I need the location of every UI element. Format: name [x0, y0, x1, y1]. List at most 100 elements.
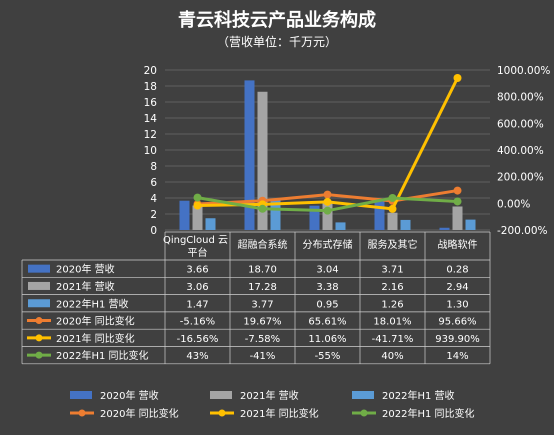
line-point: [453, 74, 462, 83]
table-cell: 40%: [381, 351, 403, 362]
line-point: [453, 197, 462, 206]
table-key-marker: [35, 317, 43, 325]
table-cell: 65.61%: [308, 317, 346, 328]
legend: 2020年 营收 2021年 营收 2022年H1 营收 2020年 同比变化 2021…: [70, 389, 475, 420]
line-point: [258, 204, 267, 213]
table-cell: 18.70: [248, 265, 277, 276]
table-row-label: 2022年H1 同比变化: [56, 349, 149, 362]
legend-marker: [218, 409, 226, 417]
left-tick-label: 14: [144, 113, 158, 125]
bar: [192, 205, 203, 230]
right-tick-label: 200.00%: [497, 172, 544, 184]
left-tick-label: 0: [150, 225, 157, 237]
table-cell: -41.71%: [372, 334, 414, 345]
bar: [452, 206, 463, 230]
legend-label: 2022年H1 营收: [382, 389, 455, 402]
table-cell: 17.28: [248, 282, 277, 293]
legend-marker: [78, 409, 86, 417]
chart-subtitle: （营收单位：千万元）: [217, 34, 337, 49]
table-cell: 0.28: [446, 265, 468, 276]
left-tick-label: 18: [144, 81, 157, 93]
line-point: [323, 197, 332, 206]
table-cell: -55%: [315, 351, 341, 362]
table-cell: 939.90%: [435, 334, 480, 345]
table-cell: 3.66: [186, 265, 208, 276]
table-cell: 1.26: [381, 299, 403, 310]
right-axis: -200.00% 0.00% 200.00% 400.00% 600.00% 800.00…: [497, 65, 550, 237]
right-tick-label: 400.00%: [497, 145, 544, 157]
table-cell: 3.38: [316, 282, 338, 293]
bar: [205, 218, 216, 230]
table-row-label: 2022年H1 营收: [56, 297, 129, 310]
legend-label: 2020年 同比变化: [100, 407, 179, 420]
table-row-label: 2021年 同比变化: [56, 332, 135, 345]
table-cell: -16.56%: [177, 334, 219, 345]
bar: [322, 202, 333, 230]
table-row-label: 2021年 营收: [56, 280, 115, 293]
table-cell: 95.66%: [438, 317, 476, 328]
grid-layer: [165, 69, 490, 231]
line-point: [323, 190, 332, 199]
bar: [309, 205, 320, 230]
table-cell: 3.04: [316, 265, 338, 276]
bar: [270, 199, 281, 230]
bar: [465, 219, 476, 230]
left-tick-label: 12: [144, 129, 157, 141]
line-point: [388, 204, 397, 213]
bars-layer: [179, 80, 476, 231]
left-tick-label: 8: [150, 161, 157, 173]
table-cell: 3.06: [186, 282, 208, 293]
table-cell: -7.58%: [245, 334, 280, 345]
lines-layer: [193, 74, 462, 215]
table-key-swatch: [28, 264, 50, 273]
line-point: [193, 201, 202, 210]
left-tick-label: 2: [150, 209, 157, 221]
table-header-cell: 战略软件: [438, 238, 478, 251]
right-tick-label: 0.00%: [497, 198, 530, 210]
table-key-swatch: [28, 281, 50, 290]
legend-swatch: [352, 391, 374, 399]
legend-swatch: [70, 391, 92, 399]
bar: [179, 200, 190, 230]
line-point: [453, 186, 462, 195]
line-point: [193, 193, 202, 202]
table-cell: 2.16: [381, 282, 403, 293]
table-header-cell: 平台: [188, 246, 208, 259]
table-header-cell: QingCloud 云: [163, 235, 228, 246]
table-cell: 43%: [186, 351, 208, 362]
table-key-marker: [35, 334, 43, 342]
table-cell: 2.94: [446, 282, 468, 293]
table-cell: 3.71: [381, 265, 403, 276]
right-tick-label: 800.00%: [497, 92, 544, 104]
table-cell: 0.95: [316, 299, 338, 310]
legend-label: 2020年 营收: [100, 389, 159, 402]
table-cell: 11.06%: [308, 334, 346, 345]
table-cell: 1.47: [186, 299, 208, 310]
data-table: QingCloud 云平台 超融合系统 分布式存储 服务及其它 战略软件 2020年 营收…: [21, 231, 491, 365]
bar: [387, 212, 398, 230]
table-row-label: 2020年 同比变化: [56, 315, 135, 328]
table-key-swatch: [28, 299, 50, 308]
left-tick-label: 16: [144, 97, 158, 109]
legend-label: 2021年 营收: [240, 389, 299, 402]
series-line: [197, 77, 459, 211]
right-tick-label: 600.00%: [497, 118, 544, 130]
line-point: [323, 206, 332, 215]
right-tick-label: -200.00%: [497, 225, 548, 237]
legend-label: 2022年H1 同比变化: [382, 407, 475, 420]
legend-marker: [360, 409, 368, 417]
table-cell: -41%: [250, 351, 276, 362]
table-cell: 3.77: [251, 299, 273, 310]
left-axis: 0 2 4 6 8 10 12 14 16 18 20: [144, 65, 158, 237]
table-cell: 19.67%: [243, 317, 281, 328]
left-tick-label: 20: [144, 65, 157, 77]
line-point: [388, 194, 397, 202]
bar: [244, 80, 255, 231]
table-header-cell: 服务及其它: [368, 238, 418, 251]
left-tick-label: 10: [144, 145, 157, 157]
right-tick-label: 1000.00%: [497, 65, 550, 77]
legend-label: 2021年 同比变化: [240, 407, 319, 420]
bar: [439, 227, 450, 230]
